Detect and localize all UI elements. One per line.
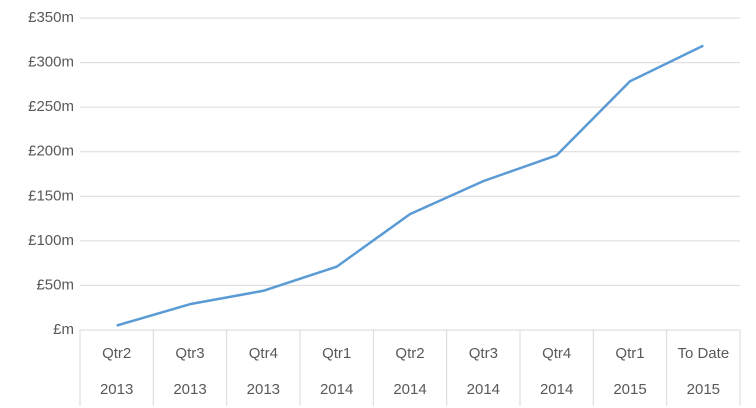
x-group-label: 2013 (100, 381, 133, 398)
x-tick-label: Qtr1 (615, 345, 644, 362)
x-group-label: 2014 (320, 381, 353, 398)
x-tick-label: Qtr1 (322, 345, 351, 362)
x-tick-label: Qtr3 (469, 345, 498, 362)
y-tick-label: £300m (28, 54, 74, 71)
y-tick-label: £250m (28, 98, 74, 115)
x-group-label: 2015 (613, 381, 646, 398)
y-tick-label: £m (53, 321, 74, 338)
y-tick-label: £150m (28, 187, 74, 204)
x-tick-label: Qtr4 (542, 345, 571, 362)
x-tick-label: Qtr2 (395, 345, 424, 362)
x-group-label: 2014 (393, 381, 426, 398)
y-tick-label: £100m (28, 232, 74, 249)
y-tick-label: £350m (28, 9, 74, 26)
x-group-label: 2014 (467, 381, 500, 398)
y-tick-label: £50m (36, 276, 74, 293)
x-group-label: 2013 (173, 381, 206, 398)
x-tick-label: Qtr4 (249, 345, 278, 362)
x-tick-label: Qtr3 (175, 345, 204, 362)
y-tick-label: £200m (28, 143, 74, 160)
x-group-label: 2013 (247, 381, 280, 398)
x-group-label: 2015 (687, 381, 720, 398)
x-tick-label: Qtr2 (102, 345, 131, 362)
x-group-label: 2014 (540, 381, 573, 398)
x-tick-label: To Date (677, 345, 729, 362)
line (116, 44, 704, 327)
